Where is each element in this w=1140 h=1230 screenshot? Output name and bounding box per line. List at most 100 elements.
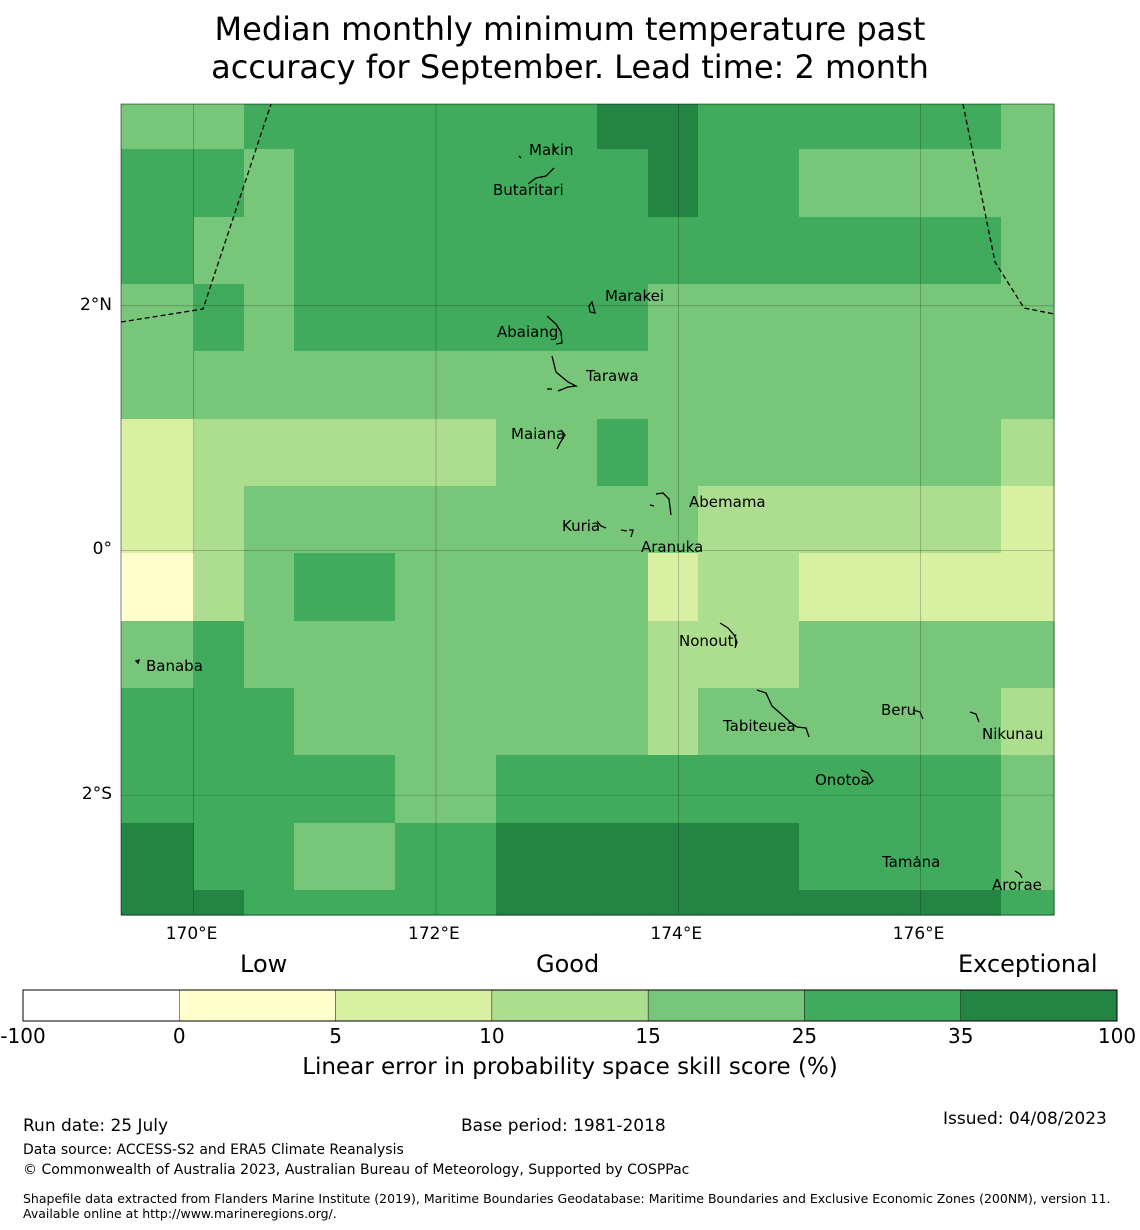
colorbar-tick-label: -100 — [0, 1024, 46, 1048]
skill-cell — [395, 621, 497, 689]
place-label-beru: Beru — [881, 701, 917, 719]
colorbar-bin — [647, 989, 805, 1022]
skill-cell — [597, 351, 649, 420]
skill-cell — [294, 688, 396, 756]
skill-cell — [648, 149, 699, 218]
lon-tick-label: 172°E — [408, 924, 460, 944]
skill-cell — [698, 621, 800, 689]
skill-cell — [294, 755, 396, 824]
colorbar-heading-low: Low — [240, 950, 288, 978]
skill-cell — [648, 823, 699, 891]
skill-cell — [395, 823, 497, 891]
skill-cell — [698, 217, 800, 285]
coast-tabiteuea — [756, 689, 810, 738]
place-label-tamana: Tamana — [882, 853, 941, 871]
skill-cell — [194, 486, 245, 554]
skill-cell — [496, 553, 598, 622]
skill-cell — [496, 823, 598, 891]
skill-cell — [648, 553, 699, 622]
skill-cell — [597, 104, 649, 150]
skill-cell — [294, 621, 396, 689]
data-source: Data source: ACCESS-S2 and ERA5 Climate … — [23, 1142, 404, 1158]
skill-cell — [244, 688, 295, 756]
title-line-1: Median monthly minimum temperature past — [214, 10, 926, 48]
skill-cell — [799, 890, 901, 916]
place-label-marakei: Marakei — [605, 287, 665, 305]
colorbar-bin — [22, 989, 180, 1022]
skill-cell — [194, 351, 245, 420]
lon-tick-label: 170°E — [165, 924, 218, 944]
skill-grid — [121, 104, 1055, 916]
skill-cell — [194, 890, 245, 916]
skill-cell — [597, 890, 649, 916]
eez-boundary-east — [962, 103, 1055, 315]
skill-cell — [648, 419, 699, 487]
skill-cell — [698, 755, 800, 824]
graticule — [121, 104, 1054, 915]
skill-cell — [496, 284, 598, 352]
place-label-banaba: Banaba — [146, 657, 203, 675]
skill-cell — [698, 486, 800, 554]
skill-cell — [395, 104, 497, 150]
place-label-abaiang: Abaiang — [497, 323, 559, 341]
skill-cell — [395, 890, 497, 916]
skill-cell — [597, 755, 649, 824]
skill-cell — [1001, 351, 1055, 420]
skill-cell — [244, 284, 295, 352]
skill-cell — [648, 217, 699, 285]
map-frame — [120, 103, 1055, 916]
lat-tick-label: 2°N — [79, 294, 112, 315]
map-title: Median monthly minimum temperature past … — [0, 10, 1140, 86]
copyright: © Commonwealth of Australia 2023, Austra… — [23, 1162, 690, 1178]
skill-cell — [395, 351, 497, 420]
skill-cell — [194, 553, 245, 622]
skill-cell — [1001, 217, 1055, 285]
colorbar-bin — [804, 989, 961, 1022]
skill-cell — [799, 104, 901, 150]
coast-abemama — [649, 492, 672, 516]
skill-cell — [194, 149, 245, 218]
skill-cell — [194, 284, 245, 352]
place-label-tarawa: Tarawa — [586, 367, 639, 385]
skill-cell — [900, 553, 1002, 622]
skill-cell — [900, 284, 1002, 352]
colorbar-bin — [960, 989, 1118, 1022]
coast-arorae — [1014, 870, 1023, 879]
skill-cell — [194, 755, 245, 824]
skill-cell — [648, 104, 699, 150]
skill-cell — [900, 688, 1002, 756]
skill-cell — [244, 486, 295, 554]
colorbar-tick-label: 10 — [479, 1024, 505, 1048]
skill-cell — [648, 486, 699, 554]
colorbar-bin — [335, 989, 493, 1022]
skill-cell — [698, 351, 800, 420]
skill-cell — [244, 553, 295, 622]
skill-cell — [597, 621, 649, 689]
skill-cell — [496, 104, 598, 150]
place-label-butaritari: Butaritari — [493, 181, 564, 199]
skill-cell — [194, 823, 245, 891]
skill-cell — [648, 621, 699, 689]
coast-aranuka — [620, 529, 634, 538]
colorbar-heading-good: Good — [536, 950, 600, 978]
skill-cell — [1001, 553, 1055, 622]
skill-cell — [496, 890, 598, 916]
skill-cell — [496, 755, 598, 824]
eez-boundaries — [120, 103, 1055, 323]
skill-cell — [244, 755, 295, 824]
colorbar-tick-label: 0 — [172, 1024, 186, 1048]
coast-nikunau — [969, 711, 980, 723]
colorbar-heading-exceptional: Exceptional — [958, 950, 1098, 978]
skill-cell — [244, 351, 295, 420]
skill-cell — [900, 621, 1002, 689]
skill-cell — [294, 823, 396, 891]
skill-cell — [244, 217, 295, 285]
skill-cell — [395, 217, 497, 285]
place-label-maiana: Maiana — [511, 425, 566, 443]
place-label-makin: Makin — [529, 141, 574, 159]
skill-cell — [121, 553, 195, 622]
skill-cell — [597, 419, 649, 487]
colorbar-bins — [22, 989, 1118, 1022]
skill-cell — [496, 486, 598, 554]
skill-cell — [294, 149, 396, 218]
